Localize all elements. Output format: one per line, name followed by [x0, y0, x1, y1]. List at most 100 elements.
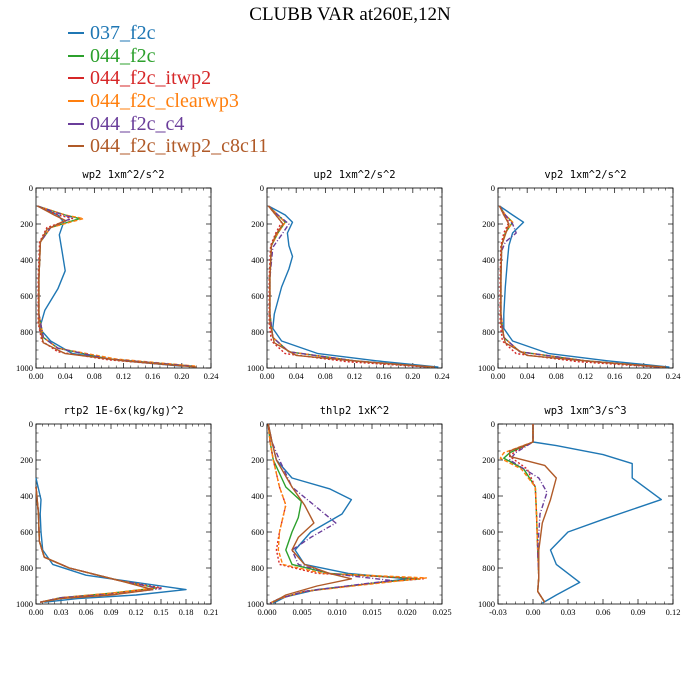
y-tick-label: 800	[251, 563, 264, 573]
series-line-044_f2c_itwp2_c8c11	[267, 423, 353, 603]
y-tick-label: 800	[482, 563, 495, 573]
y-tick-label: 600	[251, 291, 264, 301]
series-line-044_f2c_c4	[268, 205, 432, 368]
x-tick-label: 0.18	[179, 607, 194, 617]
y-tick-label: 1000	[478, 599, 495, 609]
legend-swatch	[68, 77, 84, 80]
panel-title: rtp2 1E-6x(kg/kg)^2	[63, 405, 183, 417]
x-tick-label: 0.20	[636, 371, 651, 381]
legend-item: 044_f2c_clearwp3	[68, 90, 268, 113]
x-tick-label: 0.16	[145, 371, 160, 381]
y-tick-label: 1000	[247, 363, 264, 373]
legend-swatch	[68, 32, 84, 35]
y-tick-label: 200	[20, 219, 33, 229]
x-tick-label: -0.03	[489, 607, 507, 617]
y-tick-label: 400	[20, 491, 33, 501]
x-tick-label: 0.00	[526, 607, 541, 617]
x-tick-label: 0.00	[29, 371, 44, 381]
legend-label: 044_f2c_c4	[90, 112, 185, 135]
legend-swatch	[68, 100, 84, 103]
legend-item: 044_f2c	[68, 45, 268, 68]
y-tick-label: 400	[482, 255, 495, 265]
x-tick-label: 0.00	[491, 371, 506, 381]
y-tick-label: 200	[482, 455, 495, 465]
series-line-037_f2c	[37, 205, 182, 367]
y-tick-label: 200	[20, 455, 33, 465]
x-tick-label: 0.04	[58, 371, 74, 381]
y-tick-label: 0	[491, 419, 495, 429]
legend-item: 044_f2c_itwp2	[68, 67, 268, 90]
panel-3: vp2 1xm^2/s^2 0.00 0.04 0.08 0.12 0.16 0.20 0.2…	[478, 169, 681, 381]
plot-frame	[266, 187, 443, 369]
legend-label: 044_f2c_itwp2_c8c11	[90, 135, 269, 158]
y-tick-label: 1000	[16, 599, 33, 609]
x-tick-label: 0.09	[631, 607, 646, 617]
y-tick-label: 600	[482, 291, 495, 301]
panel-1: wp2 1xm^2/s^2 0.00 0.04 0.08 0.12 0.16 0.20 0.2…	[16, 169, 219, 381]
panel-title: wp3 1xm^3/s^3	[544, 405, 626, 417]
y-tick-label: 1000	[247, 599, 264, 609]
series-line-044_f2c_c4	[498, 205, 663, 368]
legend-item: 044_f2c_c4	[68, 112, 268, 135]
series-line-044_f2c	[268, 205, 432, 368]
panel-title: up2 1xm^2/s^2	[313, 169, 395, 181]
series-line-037_f2c	[499, 205, 670, 368]
x-tick-label: 0.24	[435, 371, 451, 381]
x-tick-label: 0.000	[257, 607, 276, 617]
y-tick-label: 0	[29, 419, 33, 429]
x-tick-label: 0.03	[54, 607, 69, 617]
page-title: CLUBB VAR at260E,12N	[249, 4, 451, 25]
plot-frame	[497, 187, 674, 369]
legend-swatch	[68, 122, 84, 125]
y-tick-label: 800	[251, 327, 264, 337]
x-tick-label: 0.00	[260, 371, 275, 381]
legend: 037_f2c 044_f2c 044_f2c_itwp2 044_f2c_cl…	[68, 22, 268, 158]
y-tick-label: 0	[29, 183, 33, 193]
y-tick-label: 400	[482, 491, 495, 501]
x-tick-label: 0.005	[292, 607, 311, 617]
series-line-037_f2c	[532, 424, 662, 604]
legend-swatch	[68, 145, 84, 148]
legend-label: 037_f2c	[90, 22, 156, 45]
panel-title: wp2 1xm^2/s^2	[82, 169, 164, 181]
legend-label: 044_f2c_clearwp3	[90, 90, 239, 113]
series-line-044_f2c_clearwp3	[498, 205, 663, 368]
series-line-044_f2c_itwp2	[498, 205, 659, 368]
y-tick-label: 1000	[478, 363, 495, 373]
y-tick-label: 800	[20, 563, 33, 573]
series-line-044_f2c_itwp2_c8c11	[509, 424, 557, 603]
x-tick-label: 0.15	[154, 607, 169, 617]
x-tick-label: 0.12	[116, 371, 131, 381]
x-tick-label: 0.09	[104, 607, 119, 617]
series-line-044_f2c_itwp2	[267, 205, 428, 368]
panel-title: thlp2 1xK^2	[320, 405, 390, 417]
x-tick-label: 0.08	[318, 371, 333, 381]
x-tick-label: 0.010	[327, 607, 346, 617]
x-tick-label: 0.020	[397, 607, 416, 617]
y-tick-label: 400	[20, 255, 33, 265]
series-line-044_f2c_itwp2_c8c11	[498, 205, 666, 368]
series-line-044_f2c	[498, 205, 663, 368]
panel-2: up2 1xm^2/s^2 0.00 0.04 0.08 0.12 0.16 0.20 0.2…	[247, 169, 450, 381]
series-line-044_f2c_c4	[509, 424, 548, 603]
x-tick-label: 0.12	[129, 607, 144, 617]
x-tick-label: 0.00	[29, 607, 44, 617]
y-tick-label: 0	[260, 183, 264, 193]
x-tick-label: 0.06	[596, 607, 611, 617]
x-tick-label: 0.20	[405, 371, 420, 381]
series-line-037_f2c	[35, 477, 187, 603]
y-tick-label: 600	[20, 291, 33, 301]
x-tick-label: 0.12	[347, 371, 362, 381]
panel-5: thlp2 1xK^2 0.000 0.005 0.010 0.015 0.020 0.02…	[247, 405, 452, 617]
legend-item: 037_f2c	[68, 22, 268, 45]
y-tick-label: 600	[482, 527, 495, 537]
x-tick-label: 0.015	[362, 607, 381, 617]
series-line-044_f2c_c4	[267, 423, 393, 604]
legend-item: 044_f2c_itwp2_c8c11	[68, 135, 268, 158]
y-tick-label: 800	[20, 327, 33, 337]
y-tick-label: 200	[251, 219, 264, 229]
y-tick-label: 600	[20, 527, 33, 537]
y-tick-label: 0	[491, 183, 495, 193]
series-line-044_f2c_itwp2_c8c11	[37, 205, 197, 368]
panel-title: vp2 1xm^2/s^2	[544, 169, 626, 181]
